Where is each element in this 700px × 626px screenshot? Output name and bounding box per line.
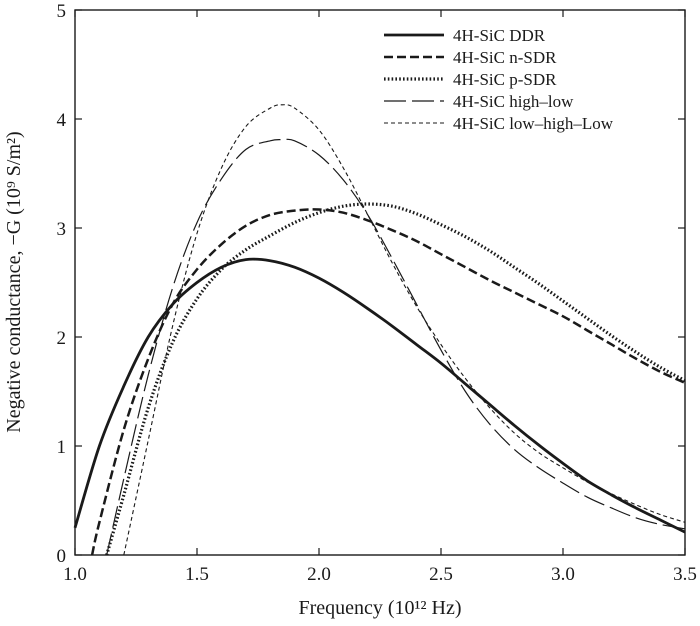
- series-line-4h-sic-high-low: [106, 138, 686, 556]
- legend-label-4h-sic-ddr: 4H-SiC DDR: [453, 26, 546, 45]
- legend: 4H-SiC DDR 4H-SiC n-SDR 4H-SiC p-SDR 4H-SiC…: [384, 26, 614, 133]
- y-tick-label: 1: [57, 437, 67, 458]
- y-tick-label: 2: [57, 328, 67, 349]
- legend-label-4h-sic-low-high-low: 4H-SiC low–high–Low: [453, 114, 614, 133]
- axis-ticks: 1.0 1.5 2.0 2.5 3.0 3.5 0 1 2 3 4 5: [57, 1, 697, 585]
- x-tick-label: 3.5: [673, 564, 697, 585]
- series-line-4h-sic-ddr: [73, 257, 686, 534]
- y-tick-label: 4: [57, 110, 67, 131]
- series-line-4h-sic-low-high-low: [123, 104, 686, 556]
- legend-label-4h-sic-high-low: 4H-SiC high–low: [453, 92, 574, 111]
- y-tick-label: 5: [57, 1, 67, 22]
- x-tick-label: 3.0: [551, 564, 575, 585]
- legend-label-4h-sic-n-sdr: 4H-SiC n-SDR: [453, 48, 557, 67]
- y-axis-label: Negative conductance, −G (10⁹ S/m²): [3, 131, 25, 432]
- x-axis-label: Frequency (10¹² Hz): [298, 597, 461, 619]
- series-line-4h-sic-n-sdr: [90, 208, 686, 556]
- x-tick-label: 1.0: [63, 564, 87, 585]
- y-tick-label: 3: [57, 219, 67, 240]
- x-tick-label: 2.0: [307, 564, 331, 585]
- legend-label-4h-sic-p-sdr: 4H-SiC p-SDR: [453, 70, 557, 89]
- x-tick-label: 2.5: [429, 564, 453, 585]
- plot-frame: [74, 9, 686, 556]
- y-tick-label: 0: [57, 546, 67, 567]
- x-tick-label: 1.5: [185, 564, 209, 585]
- series-curves: [73, 104, 686, 556]
